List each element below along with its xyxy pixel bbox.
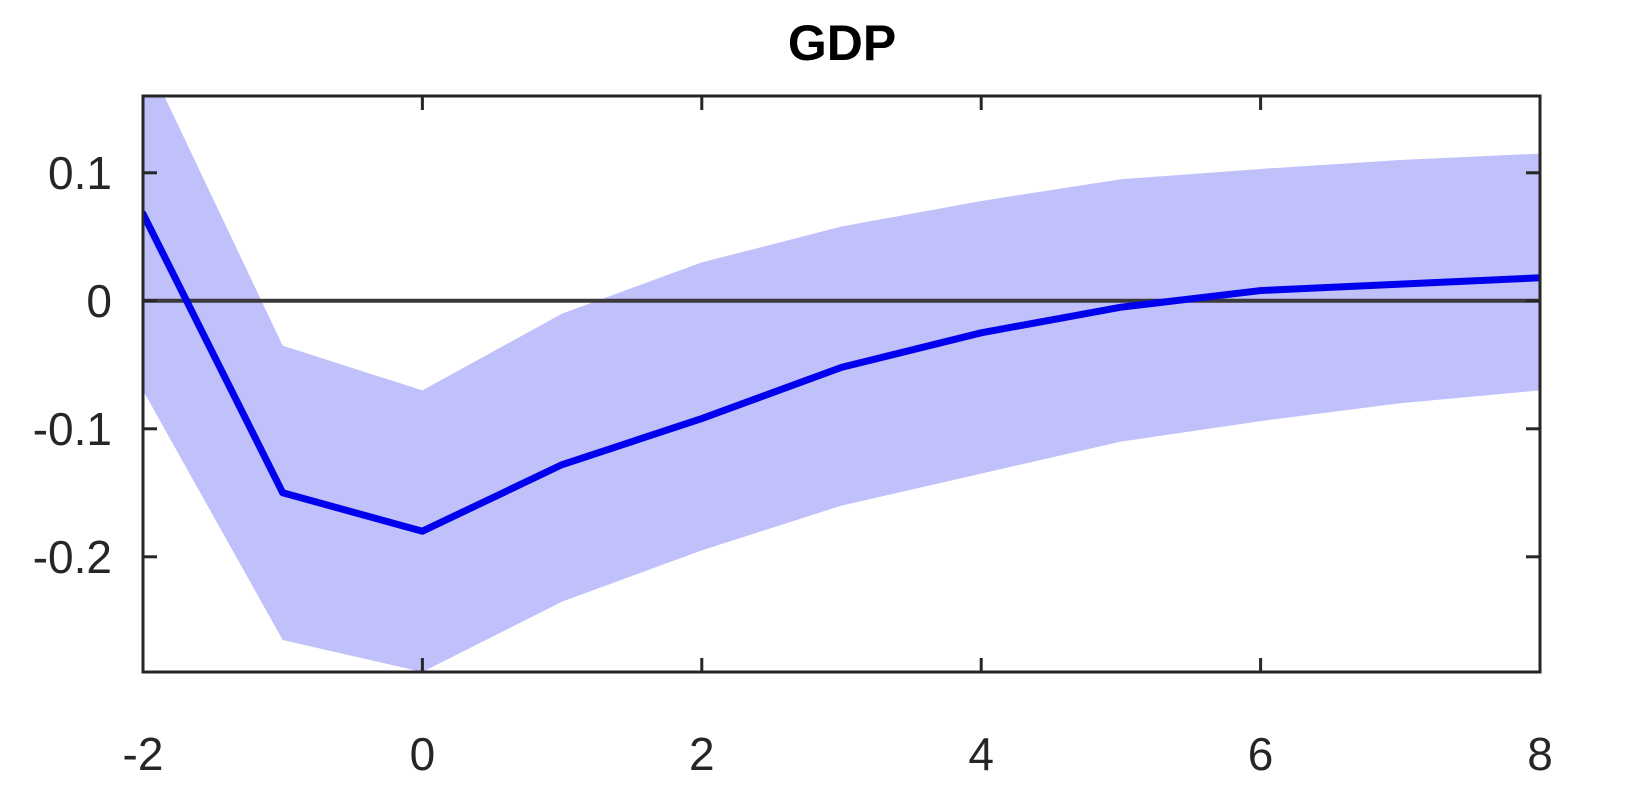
data-point: [560, 463, 564, 467]
plot-frame: [141, 94, 1542, 674]
data-point: [281, 491, 285, 495]
data-point: [840, 365, 843, 369]
x-tick-label: -2: [123, 728, 164, 780]
axes-frame: [141, 94, 1542, 674]
y-tick-label: 0.1: [48, 147, 112, 199]
y-tick-label: -0.2: [33, 531, 112, 583]
x-tick-label: 0: [410, 728, 436, 780]
y-tick-label: 0: [86, 275, 112, 327]
x-tick-label: 2: [689, 728, 715, 780]
data-point: [979, 331, 983, 335]
confidence-band: [143, 96, 1540, 672]
x-tick-label: 8: [1527, 728, 1553, 780]
chart-title: GDP: [788, 15, 896, 71]
x-tick-label: 6: [1248, 728, 1274, 780]
x-tick-label: 4: [968, 728, 994, 780]
data-point: [700, 417, 704, 421]
data-point: [1259, 289, 1263, 293]
data-point: [1119, 305, 1123, 309]
y-axis: -0.2 -0.1 0 0.1: [33, 147, 1540, 583]
data-point: [420, 529, 424, 533]
x-axis: -2 0 2 4 6 8: [123, 96, 1553, 780]
data-point: [1398, 282, 1402, 286]
series-line-layer: [143, 210, 1540, 535]
confidence-band-layer: [143, 96, 1540, 672]
y-tick-label: -0.1: [33, 403, 112, 455]
